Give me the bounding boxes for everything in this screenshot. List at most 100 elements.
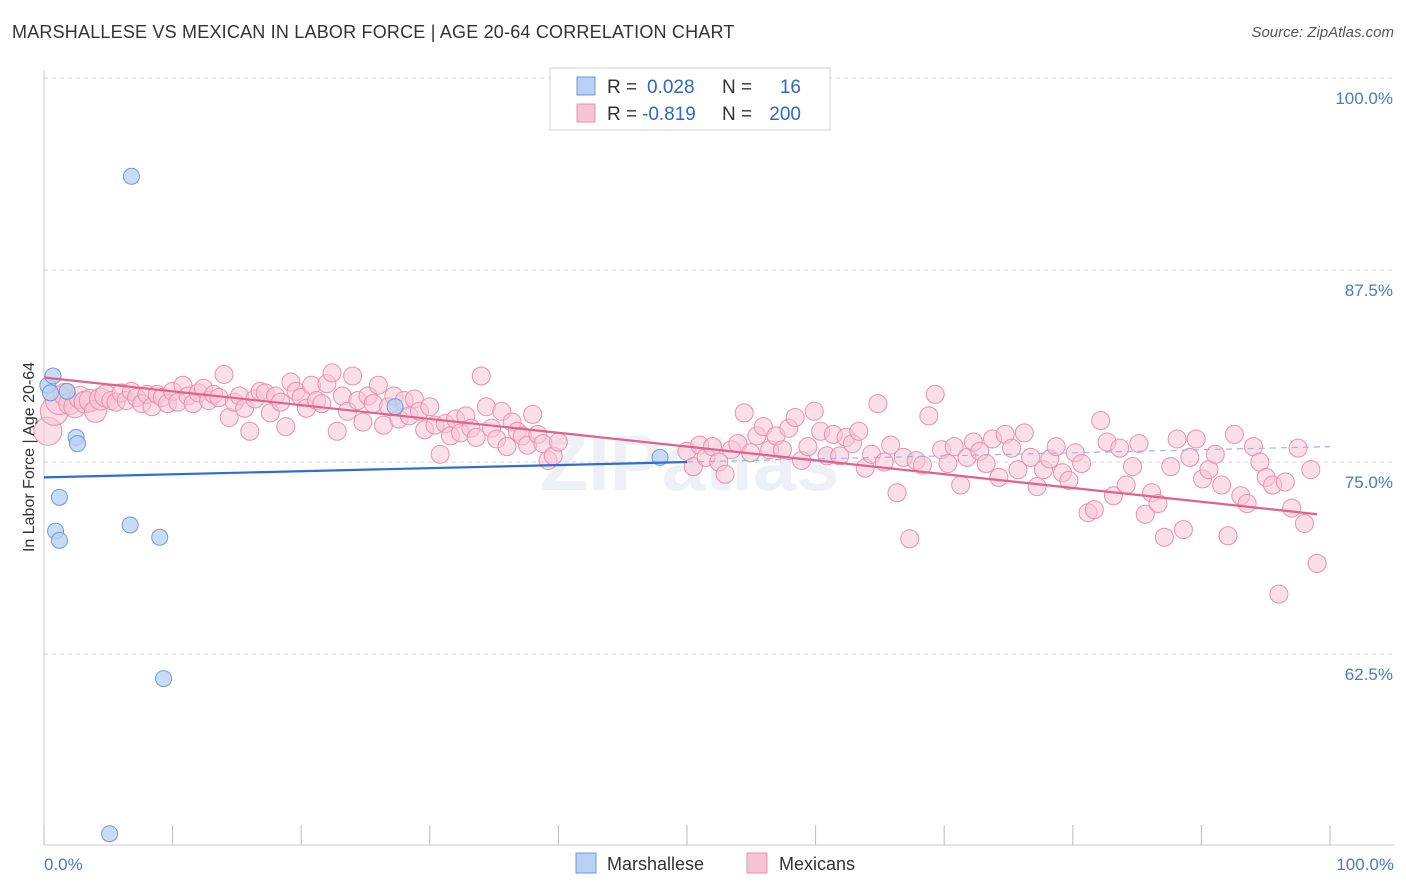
marshallese-point (121, 516, 139, 534)
mexicans-point (1224, 424, 1244, 444)
mexicans-point (1282, 498, 1302, 518)
mexicans-point (322, 363, 342, 383)
mexicans-point (327, 421, 347, 441)
mexicans-point (1027, 477, 1047, 497)
y-tick-label: 87.5% (1345, 281, 1393, 300)
y-tick-label: 62.5% (1345, 665, 1393, 684)
mexicans-point (798, 437, 818, 457)
legend-r-value-2: -0.819 (642, 104, 696, 125)
bottom-legend-marshallese: Marshallese (607, 854, 704, 874)
mexicans-point (976, 454, 996, 474)
mexicans-point (925, 384, 945, 404)
legend-swatch-marshallese (576, 76, 596, 96)
mexicans-point (214, 364, 234, 384)
y-tick-labels: 62.5% 75.0% 87.5% 100.0% (1335, 89, 1393, 684)
mexicans-point (830, 446, 850, 466)
legend-box (549, 67, 831, 131)
mexicans-point (1059, 470, 1079, 490)
mexicans-point (804, 401, 824, 421)
legend-r-value-1: 0.028 (647, 77, 695, 98)
x-tick-label-max: 100.0% (1336, 855, 1394, 874)
legend-r-label-1: R = (607, 77, 637, 98)
legend-top: R = 0.028 N = 16 R = -0.819 N = 200 (549, 67, 831, 131)
mexicans-point (471, 366, 491, 386)
mexicans-point (1167, 429, 1187, 449)
marshallese-point (41, 384, 59, 402)
mexicans-point (363, 394, 383, 414)
mexicans-point (1275, 472, 1295, 492)
marshallese-point (651, 448, 669, 466)
mexicans-point (1046, 437, 1066, 457)
marshallese-point (58, 382, 76, 400)
mexicans-point (1161, 457, 1181, 477)
mexicans-point (497, 437, 517, 457)
mexicans-point (900, 529, 920, 549)
mexicans-point (868, 394, 888, 414)
mexicans-point (1294, 513, 1314, 533)
mexicans-point (466, 427, 486, 447)
y-tick-label: 100.0% (1335, 89, 1393, 108)
mexicans-point (1148, 493, 1168, 513)
mexicans-point (1173, 520, 1193, 540)
mexicans-point (951, 475, 971, 495)
marshallese-points (39, 167, 669, 843)
mexicans-point (1072, 454, 1092, 474)
mexicans-point (1014, 423, 1034, 443)
mexicans-point (353, 412, 373, 432)
mexicans-point (1180, 447, 1200, 467)
mexicans-point (312, 394, 332, 414)
mexicans-point (420, 397, 440, 417)
mexicans-point (1237, 493, 1257, 513)
mexicans-point (1116, 475, 1136, 495)
legend-bottom: Marshallese Mexicans (575, 852, 855, 874)
y-axis-title: In Labor Force | Age 20-64 (21, 362, 38, 552)
chart-title: MARSHALLESE VS MEXICAN IN LABOR FORCE | … (12, 22, 735, 42)
legend-n-label-1: N = (722, 77, 752, 98)
mexicans-point (343, 366, 363, 386)
y-tick-label: 75.0% (1345, 473, 1393, 492)
mexicans-point (1154, 527, 1174, 547)
mexicans-point (1269, 584, 1289, 604)
grid-lines (44, 77, 1395, 655)
x-tick-labels: 0.0% 100.0% (44, 855, 1394, 874)
mexicans-point (523, 404, 543, 424)
marshallese-point (122, 167, 140, 185)
mexicans-point (785, 407, 805, 427)
bottom-legend-mexicans: Mexicans (779, 854, 855, 874)
mexicans-point (938, 454, 958, 474)
mexicans-point (989, 467, 1009, 487)
mexicans-point (1008, 460, 1028, 480)
mexicans-point (548, 432, 568, 452)
mexicans-point (1218, 526, 1238, 546)
mexicans-point (276, 417, 296, 437)
mexicans-point (430, 444, 450, 464)
legend-r-label-2: R = (607, 104, 637, 125)
mexicans-point (1212, 475, 1232, 495)
mexicans-point (1084, 500, 1104, 520)
bottom-swatch-marshallese (575, 852, 597, 874)
marshallese-point (386, 398, 404, 416)
mexicans-point (715, 464, 735, 484)
marshallese-trend-line (43, 460, 688, 479)
mexicans-points (33, 363, 1327, 604)
x-tick-label-min: 0.0% (44, 855, 83, 874)
mexicans-point (1123, 457, 1143, 477)
marshallese-point (50, 488, 68, 506)
marshallese-point (50, 531, 68, 549)
mexicans-point (1091, 411, 1111, 431)
bottom-swatch-mexicans (746, 852, 768, 874)
axes (43, 70, 1395, 846)
mexicans-point (881, 435, 901, 455)
mexicans-point (1288, 438, 1308, 458)
mexicans-point (887, 483, 907, 503)
mexicans-point (849, 421, 869, 441)
mexicans-point (1002, 438, 1022, 458)
x-ticks (43, 825, 1331, 845)
mexicans-point (1186, 429, 1206, 449)
marshallese-point (68, 435, 86, 453)
mexicans-point (919, 406, 939, 426)
chart-source: Source: ZipAtlas.com (1251, 24, 1394, 41)
mexicans-point (368, 375, 388, 395)
legend-n-label-2: N = (722, 104, 752, 125)
